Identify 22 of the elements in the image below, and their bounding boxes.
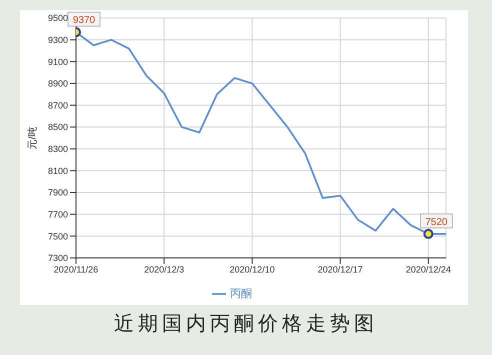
legend-label: 丙酮 xyxy=(230,288,252,300)
data-label: 7520 xyxy=(425,216,448,228)
x-tick-label: 2020/12/24 xyxy=(406,264,451,274)
y-tick-label: 9100 xyxy=(48,56,68,67)
y-tick-label: 7500 xyxy=(48,231,68,242)
y-tick-label: 8300 xyxy=(48,144,68,154)
x-tick-label: 2020/12/10 xyxy=(230,264,275,274)
y-axis-title: 元/吨 xyxy=(26,126,39,150)
x-tick-label: 2020/12/17 xyxy=(318,264,363,274)
y-tick-label: 8900 xyxy=(48,78,68,89)
y-tick-label: 9300 xyxy=(48,35,68,46)
x-tick-label: 2020/11/26 xyxy=(54,264,98,274)
y-tick-label: 8100 xyxy=(48,166,68,176)
y-tick-label: 7700 xyxy=(48,209,68,220)
y-tick-label: 8500 xyxy=(48,122,68,132)
y-tick-label: 8700 xyxy=(48,100,68,110)
data-label: 9370 xyxy=(72,15,96,26)
y-tick-label: 7300 xyxy=(48,253,68,264)
text: 近期国内丙酮价格走势图 xyxy=(113,312,379,337)
y-tick-label: 7900 xyxy=(48,188,68,198)
y-tick-label: 9500 xyxy=(48,13,68,24)
x-tick-label: 2020/12/3 xyxy=(144,264,184,274)
